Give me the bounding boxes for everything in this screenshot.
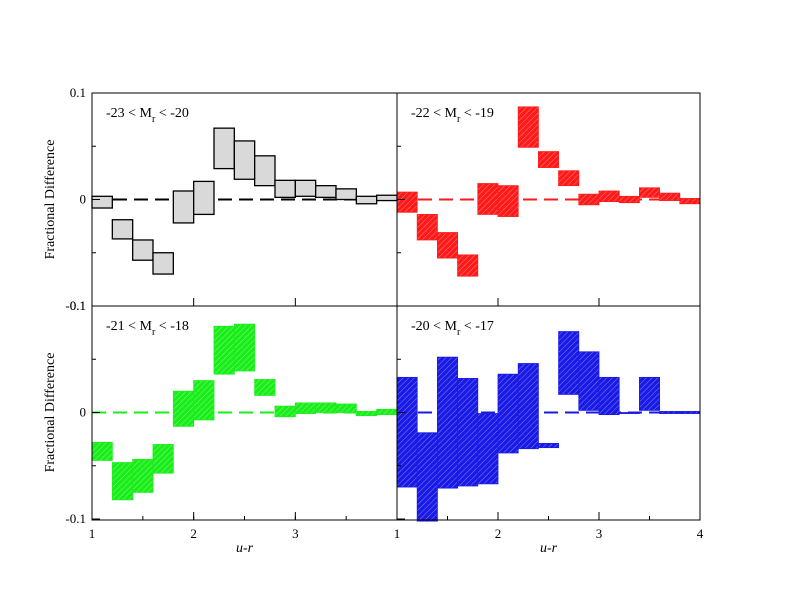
error-box <box>659 411 681 414</box>
axes: 0.1 0 -0.1 Fractional Difference 0.1 0 -0.1 Fra… <box>43 85 704 556</box>
error-box <box>335 188 357 201</box>
error-box <box>132 458 154 493</box>
error-box <box>274 179 296 199</box>
error-box <box>152 252 174 275</box>
x-axis-title: u-r <box>236 541 254 556</box>
error-box <box>679 198 701 205</box>
error-box <box>436 232 458 259</box>
y-tick-label: -0.1 <box>65 511 86 526</box>
error-box <box>457 378 479 487</box>
y-tick-label: 0 <box>80 192 87 207</box>
error-box <box>639 187 661 198</box>
x-tick-label: 3 <box>292 526 299 541</box>
error-box <box>233 323 256 372</box>
y-tick-label: 0.1 <box>70 85 86 100</box>
error-box <box>477 183 499 215</box>
error-box <box>578 193 600 206</box>
panel-2: -22 < Mr < -19 <box>396 106 701 277</box>
error-box <box>91 441 113 461</box>
x-axis-title: u-r <box>540 541 558 556</box>
error-box <box>618 195 640 204</box>
x-tick-label: 1 <box>394 526 401 541</box>
panel-label: -23 < Mr < -20 <box>106 106 189 125</box>
y-axis-title: Fractional Difference <box>43 140 58 260</box>
error-box <box>598 376 620 416</box>
error-box <box>396 191 418 213</box>
error-box <box>618 412 640 414</box>
error-box <box>436 356 458 489</box>
error-box <box>315 185 337 199</box>
y-axis-title: Fractional Difference <box>43 353 58 473</box>
error-box <box>294 179 317 197</box>
error-box <box>416 214 438 241</box>
panel-label: -22 < Mr < -19 <box>411 106 494 125</box>
error-box <box>457 254 479 277</box>
error-box <box>315 402 337 413</box>
y-tick-label: 0 <box>80 405 87 420</box>
error-box <box>233 140 256 180</box>
panel-3: -21 < Mr < -18 <box>91 319 398 501</box>
error-box <box>517 363 539 450</box>
error-box <box>254 379 276 396</box>
error-box <box>132 239 154 261</box>
error-box <box>679 411 701 414</box>
error-box <box>152 444 174 474</box>
x-tick-label: 4 <box>697 526 704 541</box>
error-box <box>659 192 681 201</box>
panel-1: -23 < Mr < -20 <box>91 106 398 275</box>
error-box <box>172 190 195 224</box>
error-box <box>193 180 215 216</box>
y-tick-label: -0.1 <box>65 298 86 313</box>
error-box <box>497 185 519 217</box>
error-box <box>274 405 296 418</box>
error-box <box>111 219 134 240</box>
error-box <box>355 195 378 205</box>
x-tick-label: 2 <box>190 526 197 541</box>
error-box <box>376 194 398 202</box>
error-box <box>578 351 600 411</box>
error-box <box>639 376 661 411</box>
error-box <box>517 106 539 148</box>
error-box <box>376 408 398 416</box>
error-box <box>254 155 276 187</box>
y-tick-label: 0.1 <box>70 298 86 313</box>
error-box <box>416 432 438 522</box>
error-box <box>558 331 580 395</box>
panels: -23 < Mr < -20 -22 < Mr < -19 -21 < Mr < -… <box>91 106 701 522</box>
error-box <box>538 442 560 449</box>
plot-frame <box>91 92 701 521</box>
panel-label: -20 < Mr < -17 <box>411 319 494 338</box>
error-box <box>355 411 378 417</box>
x-tick-label: 1 <box>89 526 96 541</box>
panel-label: -21 < Mr < -18 <box>106 319 189 338</box>
error-box <box>111 462 134 501</box>
error-box <box>558 170 580 187</box>
error-box <box>294 402 317 414</box>
error-box <box>538 151 560 168</box>
x-tick-label: 3 <box>596 526 603 541</box>
error-box <box>335 403 357 413</box>
error-box <box>497 373 519 454</box>
error-box <box>193 380 215 421</box>
error-box <box>91 195 113 209</box>
error-box <box>213 325 235 375</box>
panel-4: -20 < Mr < -17 <box>396 319 701 522</box>
x-tick-label: 2 <box>495 526 502 541</box>
error-box <box>396 376 418 488</box>
error-box <box>598 190 620 203</box>
error-box <box>172 390 195 427</box>
error-box <box>213 127 235 170</box>
error-box <box>477 413 499 485</box>
